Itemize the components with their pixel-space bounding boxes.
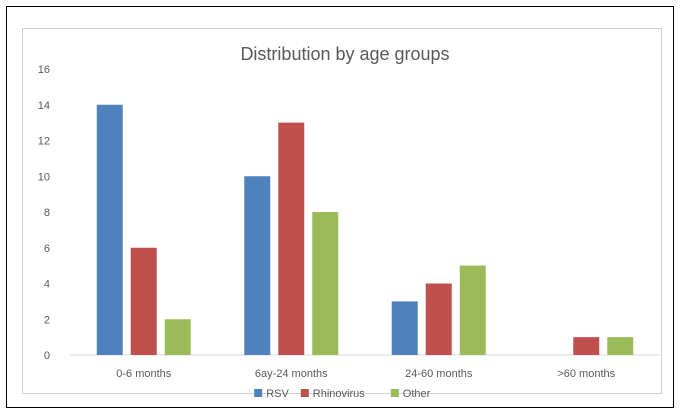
- y-tick-label: 0: [44, 350, 50, 362]
- chart-title: Distribution by age groups: [240, 44, 449, 64]
- legend-swatch-rsv: [254, 389, 263, 397]
- legend-label-rhinovirus: Rhinovirus: [313, 388, 365, 400]
- bar-rhinovirus-0: [130, 247, 157, 355]
- y-tick-label: 2: [44, 314, 50, 326]
- y-tick-label: 16: [38, 64, 50, 76]
- x-category-label: 24-60 months: [405, 368, 473, 380]
- x-category-label: 0-6 months: [116, 368, 172, 380]
- x-category-label: >60 months: [557, 368, 615, 380]
- bars: [96, 104, 634, 355]
- y-tick-label: 12: [38, 136, 50, 148]
- y-axis-ticks: 0 2 4 6 8 10 12 14 16: [38, 64, 50, 362]
- bar-other-0: [164, 319, 191, 355]
- y-tick-label: 4: [44, 279, 50, 291]
- y-tick-label: 14: [38, 100, 50, 112]
- x-axis-categories: 0-6 months 6ay-24 months 24-60 months >60 m…: [116, 368, 615, 380]
- bar-rsv-0: [96, 104, 123, 355]
- legend-swatch-other: [390, 389, 399, 397]
- bar-other-1: [312, 212, 339, 355]
- bar-rsv-2: [391, 301, 418, 355]
- bar-other-3: [607, 337, 634, 355]
- chart-area-border: [22, 28, 662, 394]
- bar-other-2: [459, 265, 486, 355]
- legend-label-rsv: RSV: [266, 388, 289, 400]
- bar-rhinovirus-3: [573, 337, 600, 355]
- bar-rhinovirus-1: [278, 122, 305, 355]
- bar-rsv-1: [244, 176, 271, 355]
- y-tick-label: 6: [44, 243, 50, 255]
- bar-rhinovirus-2: [425, 283, 452, 355]
- x-category-label: 6ay-24 months: [255, 368, 328, 380]
- y-tick-label: 8: [44, 207, 50, 219]
- legend-swatch-rhinovirus: [300, 389, 309, 397]
- y-tick-label: 10: [38, 171, 50, 183]
- legend: RSV Rhinovirus Other: [254, 388, 431, 400]
- legend-label-other: Other: [403, 388, 431, 400]
